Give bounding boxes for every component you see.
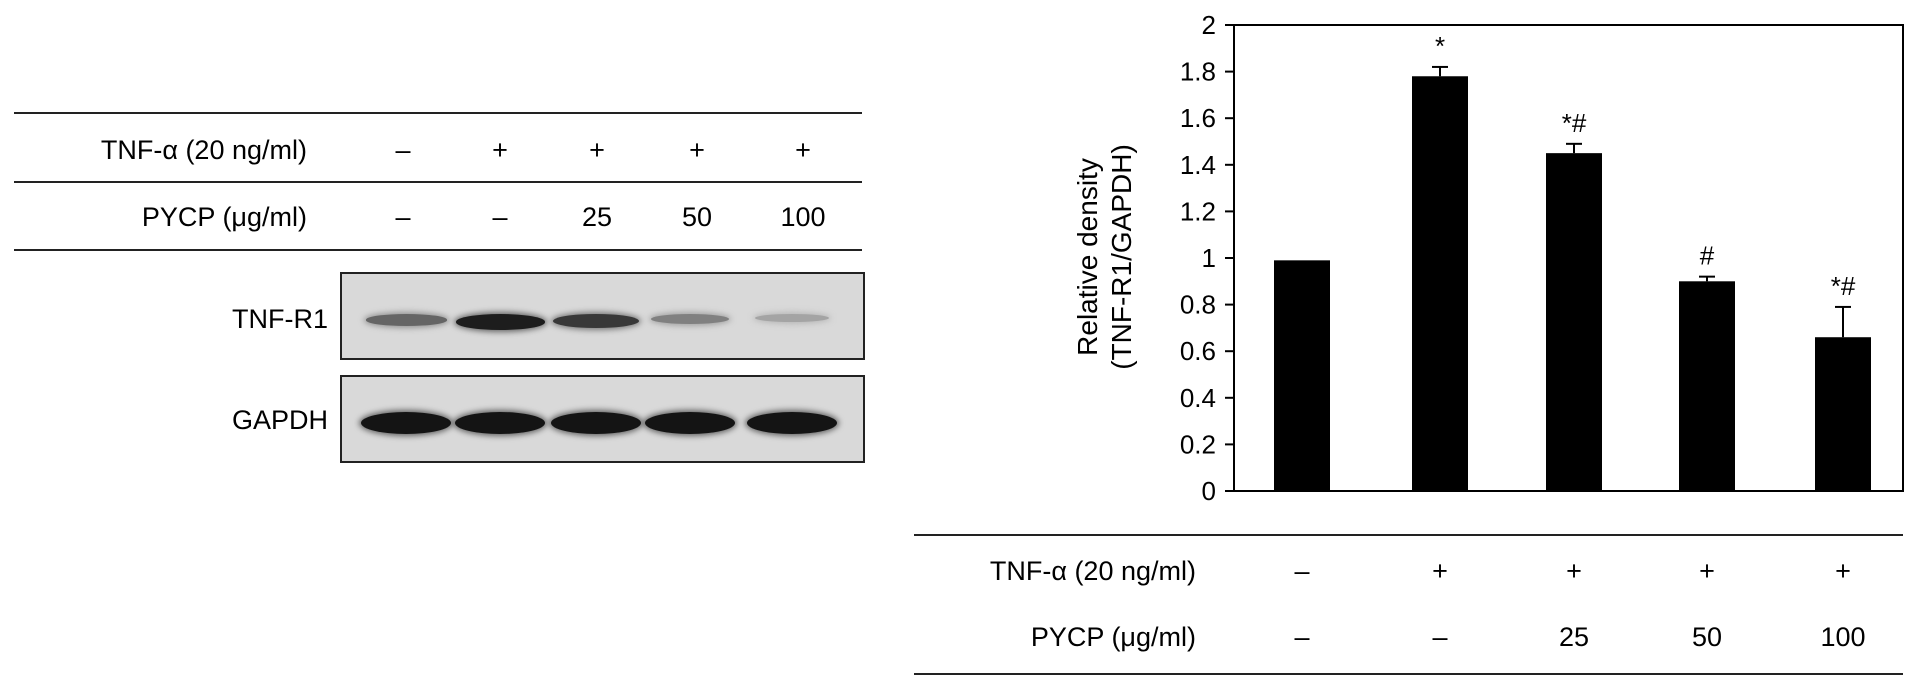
blot-strip-gapdh [340,375,865,463]
blot-band [651,314,729,324]
blot-band [747,412,837,434]
blot-label-tnfr1: TNF-R1 [232,304,328,334]
tnf-value: + [492,135,508,165]
pycp-value: 25 [1558,622,1590,652]
blot-band [455,314,545,330]
pycp-value: – [395,202,411,232]
pycp-value: 100 [780,202,826,232]
significance-label: *# [1831,271,1856,301]
y-axis-label: Relative density [1072,158,1103,356]
y-tick-label: 1.6 [1180,103,1216,133]
tnf-value: + [589,135,605,165]
tnf-value: + [689,135,705,165]
tnf-value: + [1432,556,1448,586]
table-top-rule [914,534,1903,536]
y-tick-label: 2 [1202,10,1216,40]
pycp-value: – [1294,622,1310,652]
y-tick-label: 1.4 [1180,150,1216,180]
blot-band [455,412,545,434]
blot-band [755,314,829,322]
significance-label: *# [1562,108,1587,138]
tnf-value: – [1294,556,1310,586]
y-tick-label: 0 [1202,476,1216,506]
blot-label-gapdh: GAPDH [231,405,328,435]
bar [1546,153,1602,491]
pycp-value: – [1432,622,1448,652]
blot-band [645,412,735,434]
tnf-value: + [795,135,811,165]
pycp-value: – [492,202,508,232]
tnf-value: + [1566,556,1582,586]
y-tick-label: 0.8 [1180,290,1216,320]
blot-band [361,412,451,434]
table-top-rule [14,112,862,114]
blot-band [553,314,639,328]
y-axis-label: (TNF-R1/GAPDH) [1106,144,1137,370]
y-tick-label: 1.2 [1180,196,1216,226]
tnf-value: – [395,135,411,165]
blot-band [551,412,641,434]
y-tick-label: 0.4 [1180,383,1216,413]
table-mid-rule [14,181,862,183]
pycp-value: 50 [681,202,713,232]
pycp-row-label: PYCP (μg/ml) [1030,622,1196,652]
pycp-value: 100 [1820,622,1866,652]
pycp-value: 25 [581,202,613,232]
table-bottom-rule [14,249,862,251]
y-tick-label: 0.2 [1180,429,1216,459]
bar [1412,76,1468,491]
blot-strip-tnfr1 [340,272,865,360]
pycp-value: 50 [1691,622,1723,652]
bar [1815,337,1871,491]
significance-label: * [1435,31,1445,61]
tnf-row-label: TNF-α (20 ng/ml) [989,556,1196,586]
tnf-row-label: TNF-α (20 ng/ml) [100,135,307,165]
blot-band [365,314,447,326]
y-tick-label: 0.6 [1180,336,1216,366]
bar [1274,260,1330,491]
pycp-row-label: PYCP (μg/ml) [141,202,307,232]
bar [1679,281,1735,491]
tnf-value: + [1835,556,1851,586]
y-tick-label: 1.8 [1180,57,1216,87]
significance-label: # [1700,241,1715,271]
y-tick-label: 1 [1202,243,1216,273]
table-bottom-rule [914,673,1903,675]
tnf-value: + [1699,556,1715,586]
